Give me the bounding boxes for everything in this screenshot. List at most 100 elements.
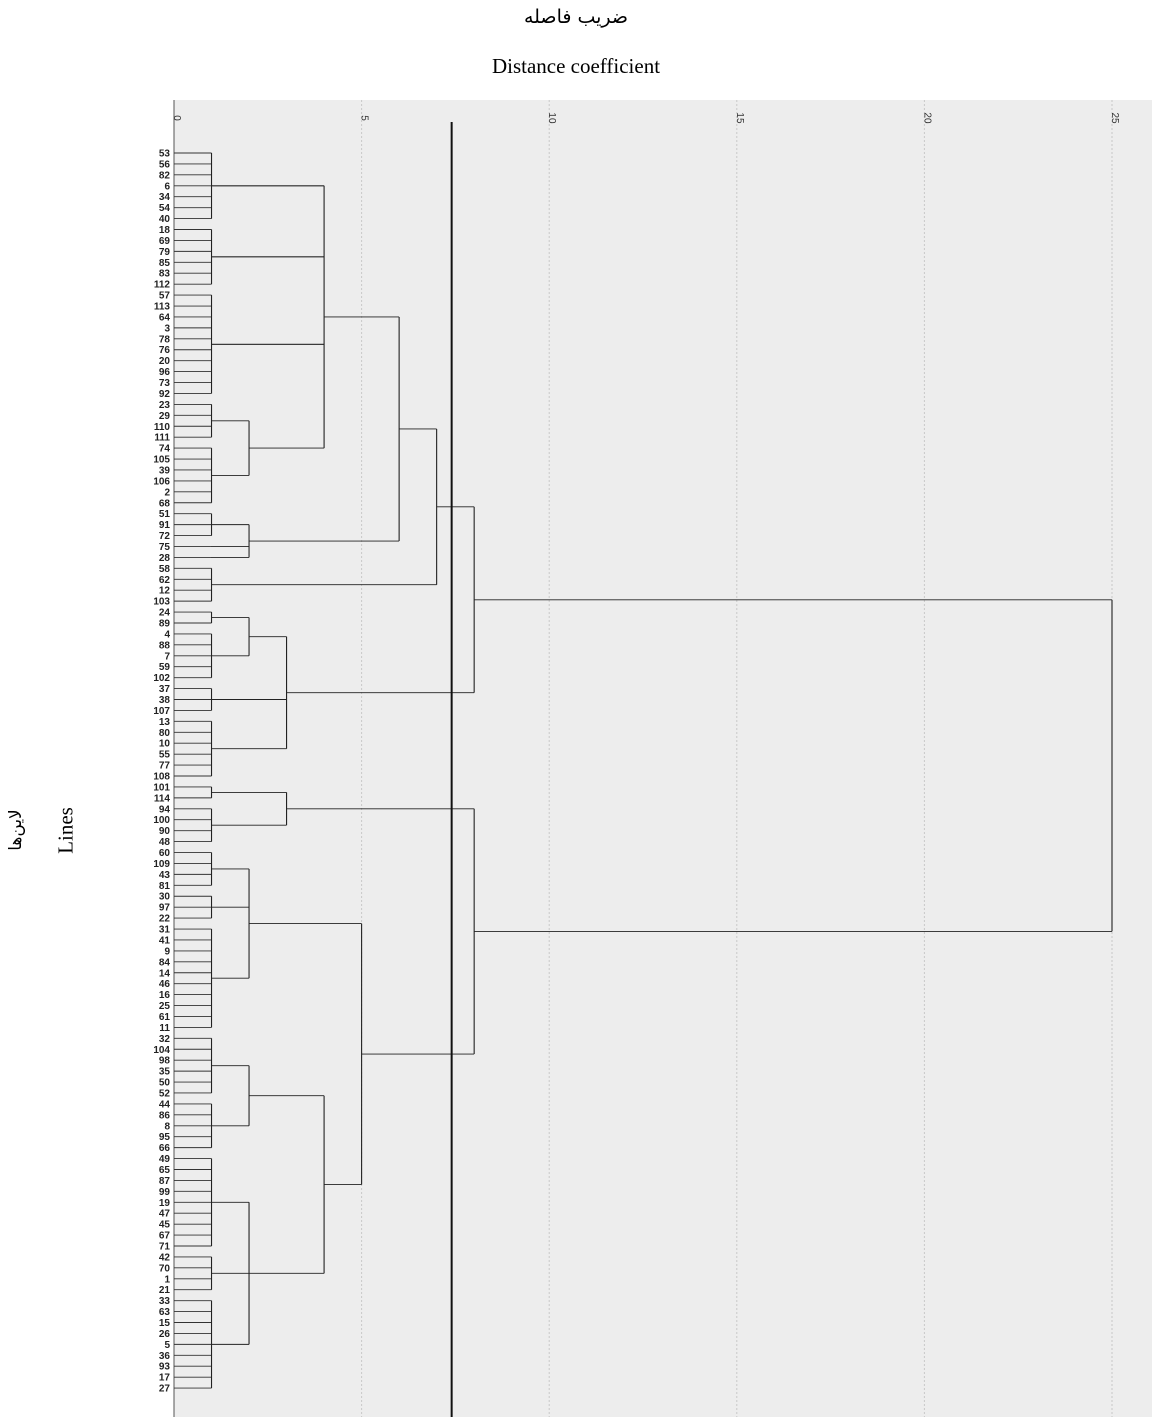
leaf-label: 32 [159,1034,171,1045]
leaf-label: 64 [159,312,171,323]
leaf-label: 42 [159,1252,171,1263]
leaf-label: 80 [159,728,171,739]
leaf-label: 50 [159,1078,171,1089]
leaf-label: 48 [159,837,171,848]
leaf-label: 36 [159,1351,171,1362]
leaf-label: 66 [159,1143,171,1154]
leaf-label: 45 [159,1220,171,1231]
leaf-label: 57 [159,291,171,302]
x-tick-label: 25 [1109,112,1120,124]
leaf-label: 47 [159,1209,171,1220]
leaf-label: 98 [159,1056,171,1067]
leaf-label: 83 [159,269,171,280]
leaf-label: 90 [159,826,171,837]
leaf-label: 76 [159,345,171,356]
leaf-label: 31 [159,925,171,936]
leaf-label: 92 [159,389,171,400]
leaf-label: 41 [159,935,171,946]
leaf-label: 12 [159,586,171,597]
leaf-label: 26 [159,1329,171,1340]
leaf-label: 87 [159,1176,171,1187]
leaf-label: 78 [159,334,171,345]
leaf-label: 63 [159,1307,171,1318]
leaf-label: 112 [154,280,171,291]
leaf-label: 25 [159,1001,171,1012]
leaf-label: 4 [164,629,170,640]
leaf-label: 16 [159,990,171,1001]
leaf-label: 71 [159,1242,171,1253]
leaf-label: 70 [159,1263,171,1274]
chart-title-persian: ضریب فاصله [523,6,629,28]
leaf-label: 17 [159,1373,171,1384]
x-tick-label: 10 [546,112,557,124]
leaf-label: 38 [159,695,171,706]
leaf-label: 114 [154,793,171,804]
leaf-label: 35 [159,1067,171,1078]
leaf-label: 109 [153,859,170,870]
leaf-label: 99 [159,1187,171,1198]
leaf-label: 104 [153,1045,170,1056]
leaf-label: 9 [164,946,170,957]
leaf-label: 86 [159,1110,171,1121]
leaf-label: 52 [159,1088,171,1099]
leaf-label: 108 [153,772,170,783]
leaf-label: 79 [159,247,171,258]
leaf-label: 10 [159,739,171,750]
leaf-label: 60 [159,848,171,859]
leaf-label: 7 [164,651,170,662]
leaf-label: 18 [159,225,171,236]
leaf-label: 74 [159,444,171,455]
leaf-label: 27 [159,1384,171,1395]
leaf-label: 89 [159,618,171,629]
leaf-label: 105 [153,455,170,466]
plot-area [174,100,1152,1417]
leaf-label: 106 [153,476,170,487]
x-tick-label: 20 [921,112,932,124]
leaf-label: 69 [159,236,171,247]
leaf-label: 62 [159,575,171,586]
x-tick-label: 15 [734,112,745,124]
leaf-label: 93 [159,1362,171,1373]
leaf-label: 95 [159,1132,171,1143]
leaf-label: 15 [159,1318,171,1329]
leaf-label: 101 [153,782,170,793]
leaf-label: 65 [159,1165,171,1176]
leaf-label: 51 [159,509,171,520]
leaf-label: 29 [159,411,171,422]
leaf-label: 13 [159,717,171,728]
leaf-label: 100 [153,815,170,826]
leaf-label: 111 [154,433,170,444]
leaf-label: 77 [159,761,171,772]
leaf-label: 56 [159,159,171,170]
leaf-label: 73 [159,378,171,389]
leaf-label: 44 [159,1099,171,1110]
leaf-label: 96 [159,367,171,378]
leaf-label: 97 [159,903,171,914]
leaf-label: 46 [159,979,171,990]
leaf-label: 84 [159,957,171,968]
leaf-label: 54 [159,203,171,214]
leaf-label: 67 [159,1231,171,1242]
leaf-label: 85 [159,258,171,269]
x-tick-label: 0 [171,115,182,121]
leaf-label: 43 [159,870,171,881]
leaf-label: 40 [159,214,171,225]
leaf-label: 1 [164,1274,170,1285]
leaf-label: 103 [153,597,170,608]
leaf-label: 107 [153,706,170,717]
leaf-label: 30 [159,892,171,903]
leaf-label: 88 [159,640,171,651]
leaf-label: 82 [159,170,171,181]
leaf-label: 5 [164,1340,170,1351]
leaf-label: 28 [159,553,171,564]
leaf-label: 24 [159,608,171,619]
leaf-label: 102 [153,673,170,684]
leaf-label: 75 [159,542,171,553]
leaf-label: 34 [159,192,171,203]
chart-title: Distance coefficient [491,54,661,78]
leaf-label: 20 [159,356,171,367]
leaf-label: 94 [159,804,171,815]
leaf-label: 39 [159,465,171,476]
x-tick-label: 5 [359,115,370,121]
